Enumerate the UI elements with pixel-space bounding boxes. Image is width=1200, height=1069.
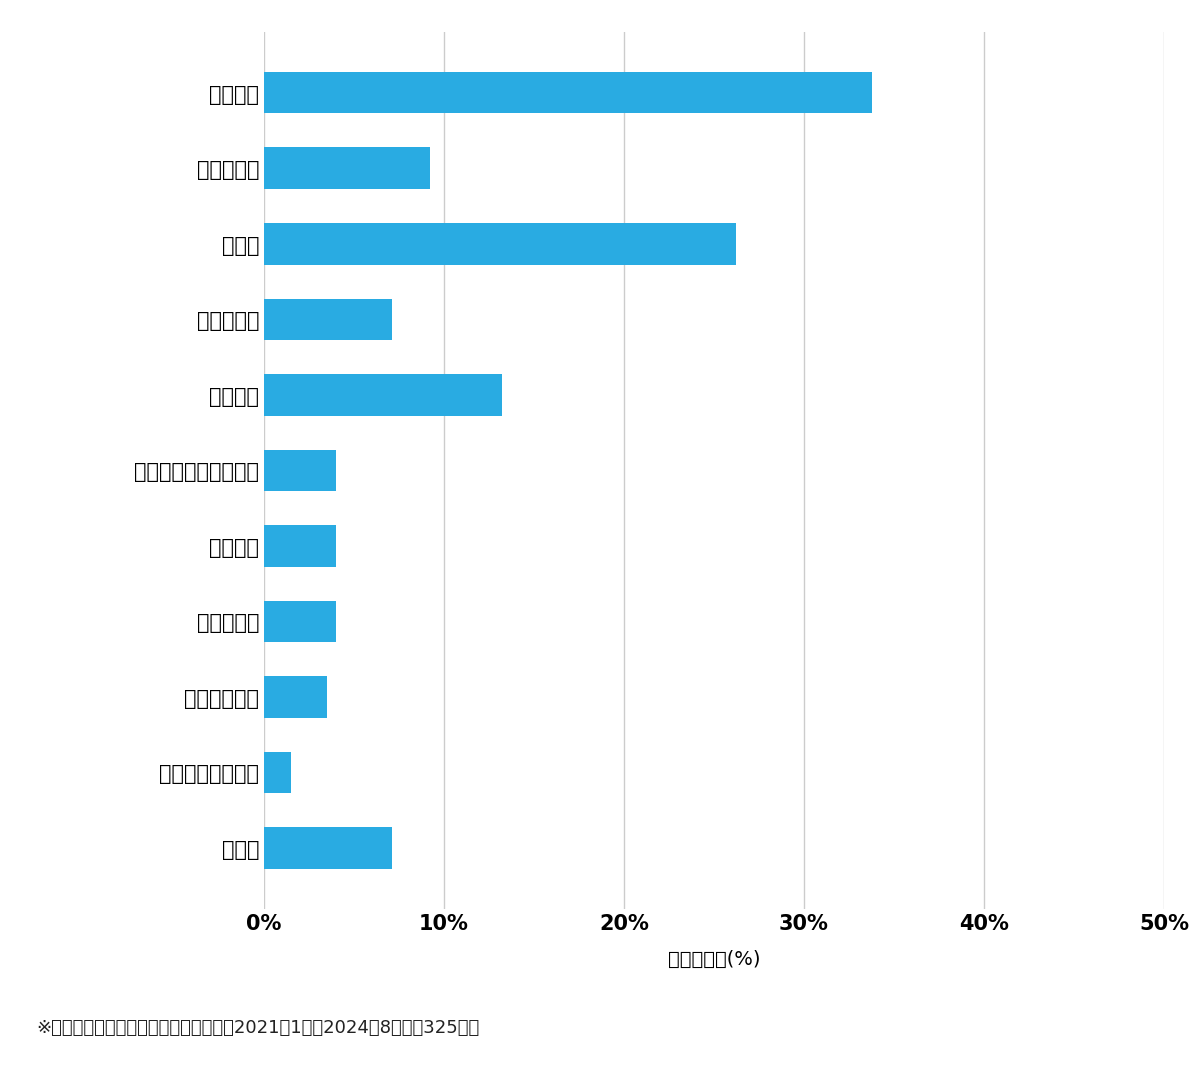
Bar: [264, 450, 336, 491]
Bar: [264, 601, 336, 642]
Bar: [264, 374, 502, 416]
Bar: [264, 298, 391, 340]
Bar: [264, 525, 336, 567]
Bar: [264, 72, 872, 113]
Bar: [264, 148, 430, 189]
Text: ※弊社受付の案件を対象に集計（期間：2021年1月～2024年8月、計325件）: ※弊社受付の案件を対象に集計（期間：2021年1月～2024年8月、計325件）: [36, 1019, 479, 1037]
Bar: [264, 752, 292, 793]
Bar: [264, 827, 391, 869]
Bar: [264, 223, 736, 264]
X-axis label: 件数の割合(%): 件数の割合(%): [667, 950, 761, 970]
Bar: [264, 677, 326, 717]
